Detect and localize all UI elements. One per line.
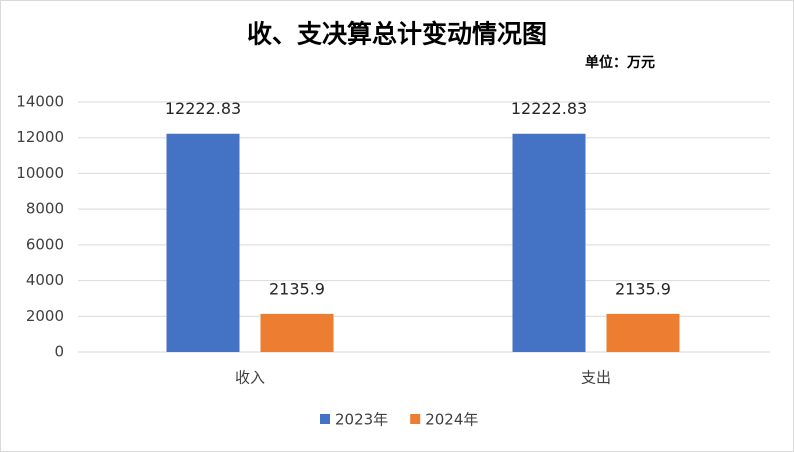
bar — [512, 133, 586, 352]
legend-label: 2023年 — [335, 411, 388, 429]
y-tick-label: 0 — [54, 343, 64, 361]
x-tick-label: 收入 — [235, 369, 265, 387]
chart-title: 收、支决算总计变动情况图 — [247, 20, 547, 49]
y-tick-label: 14000 — [16, 93, 64, 111]
data-label: 2135.9 — [269, 279, 325, 298]
y-tick-label: 6000 — [26, 235, 64, 253]
x-tick-label: 支出 — [581, 369, 611, 387]
bar — [606, 313, 680, 352]
y-tick-label: 8000 — [26, 200, 64, 218]
legend-swatch — [320, 414, 330, 424]
data-label: 2135.9 — [615, 279, 671, 298]
legend-label: 2024年 — [425, 411, 478, 429]
data-label: 12222.83 — [511, 99, 587, 118]
y-tick-label: 10000 — [16, 164, 64, 182]
y-tick-label: 12000 — [16, 128, 64, 146]
bar — [260, 313, 334, 352]
y-tick-label: 2000 — [26, 307, 64, 325]
bar — [166, 133, 240, 352]
data-label: 12222.83 — [165, 99, 241, 118]
y-tick-label: 4000 — [26, 271, 64, 289]
chart-subtitle: 单位：万元 — [585, 54, 655, 71]
legend-swatch — [410, 414, 421, 424]
